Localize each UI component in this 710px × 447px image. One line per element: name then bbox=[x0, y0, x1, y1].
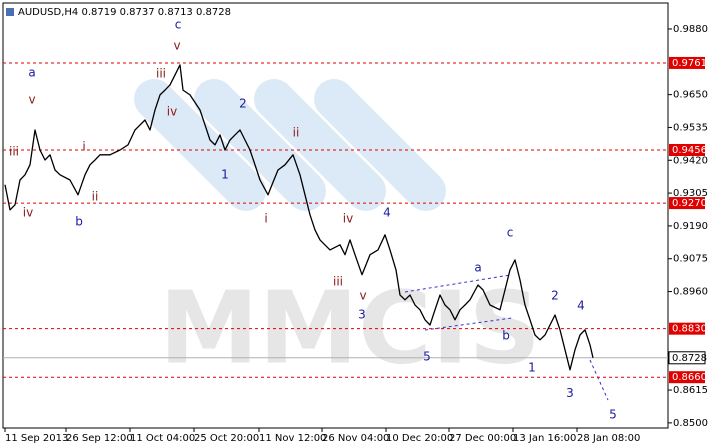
y-tick-label: 0.9420 bbox=[673, 155, 708, 166]
wave-label: iv bbox=[167, 105, 177, 119]
y-tick-label: 0.8960 bbox=[673, 287, 708, 298]
current-price-box bbox=[668, 351, 706, 365]
x-tick-label: 11 Nov 12:00 bbox=[259, 433, 326, 444]
level-label-box bbox=[669, 143, 705, 156]
wave-label: iii bbox=[9, 144, 19, 158]
wave-label: i bbox=[82, 139, 85, 153]
wave-label: iii bbox=[156, 67, 166, 81]
wave-label: v bbox=[173, 39, 180, 53]
watermark-logo bbox=[134, 79, 446, 211]
wave-label: 1 bbox=[528, 360, 536, 374]
level-label-box bbox=[669, 197, 705, 210]
wave-label: 4 bbox=[577, 298, 585, 312]
level-label-box bbox=[669, 56, 705, 69]
level-label: 0.9761 bbox=[672, 58, 707, 69]
wave-label: a bbox=[28, 65, 35, 79]
x-tick-label: 13 Jan 16:00 bbox=[513, 433, 576, 444]
wave-label: ii bbox=[293, 125, 300, 139]
wave-label: 5 bbox=[609, 407, 617, 421]
wave-label: 1 bbox=[221, 167, 229, 181]
wave-label: v bbox=[28, 93, 35, 107]
x-tick-label: 26 Sep 12:00 bbox=[66, 433, 133, 444]
x-tick-label: 26 Nov 04:00 bbox=[322, 433, 389, 444]
x-tick-label: 11 Sep 2013 bbox=[5, 433, 68, 444]
plot-frame bbox=[2, 2, 669, 429]
level-label: 0.8660 bbox=[672, 372, 707, 383]
y-tick-label: 0.9650 bbox=[673, 90, 708, 101]
y-tick-label: 0.9075 bbox=[673, 254, 708, 265]
wave-label: 5 bbox=[423, 349, 431, 363]
y-tick-label: 0.8615 bbox=[673, 385, 708, 396]
y-tick-label: 0.9305 bbox=[673, 188, 708, 199]
wave-label: 3 bbox=[358, 307, 366, 321]
level-label-box bbox=[669, 371, 705, 384]
y-tick-label: 0.9880 bbox=[673, 24, 708, 35]
x-tick-label: 27 Dec 00:00 bbox=[449, 433, 516, 444]
symbol-icon bbox=[6, 8, 14, 16]
level-label: 0.9270 bbox=[672, 198, 707, 209]
wave-label: c bbox=[175, 17, 182, 31]
price-line bbox=[4, 64, 594, 371]
x-tick-label: 28 Jan 08:00 bbox=[577, 433, 640, 444]
wave-label: ii bbox=[92, 189, 99, 203]
wave-label: v bbox=[359, 288, 366, 302]
wave-label: 2 bbox=[551, 288, 559, 302]
wave-label: a bbox=[474, 260, 481, 274]
chart-title: AUDUSD,H4 0.8719 0.8737 0.8713 0.8728 bbox=[18, 7, 231, 18]
wave-label: iv bbox=[23, 206, 33, 220]
y-tick-label: 0.8500 bbox=[673, 418, 708, 429]
wave-label: 3 bbox=[566, 386, 574, 400]
x-tick-label: 25 Oct 20:00 bbox=[194, 433, 259, 444]
wave-label: b bbox=[75, 214, 83, 228]
watermark: MMCIS bbox=[159, 269, 541, 386]
level-label-box bbox=[669, 322, 705, 335]
y-tick-label: 0.9190 bbox=[673, 221, 708, 232]
x-tick-label: 10 Dec 20:00 bbox=[386, 433, 453, 444]
wave-label: iii bbox=[333, 274, 343, 288]
x-tick-label: 11 Oct 04:00 bbox=[130, 433, 195, 444]
current-price-label: 0.8728 bbox=[672, 353, 707, 364]
wave-label: iv bbox=[343, 212, 353, 226]
level-label: 0.8830 bbox=[672, 324, 707, 335]
wave-label: c bbox=[507, 225, 514, 239]
wave-label: i bbox=[264, 212, 267, 226]
y-tick-label: 0.9535 bbox=[673, 122, 708, 133]
wave-label: 2 bbox=[239, 97, 247, 111]
channel-lines bbox=[404, 274, 609, 401]
wave-label: b bbox=[502, 328, 510, 342]
level-label: 0.9456 bbox=[672, 145, 707, 156]
wave-label: 4 bbox=[383, 206, 391, 220]
